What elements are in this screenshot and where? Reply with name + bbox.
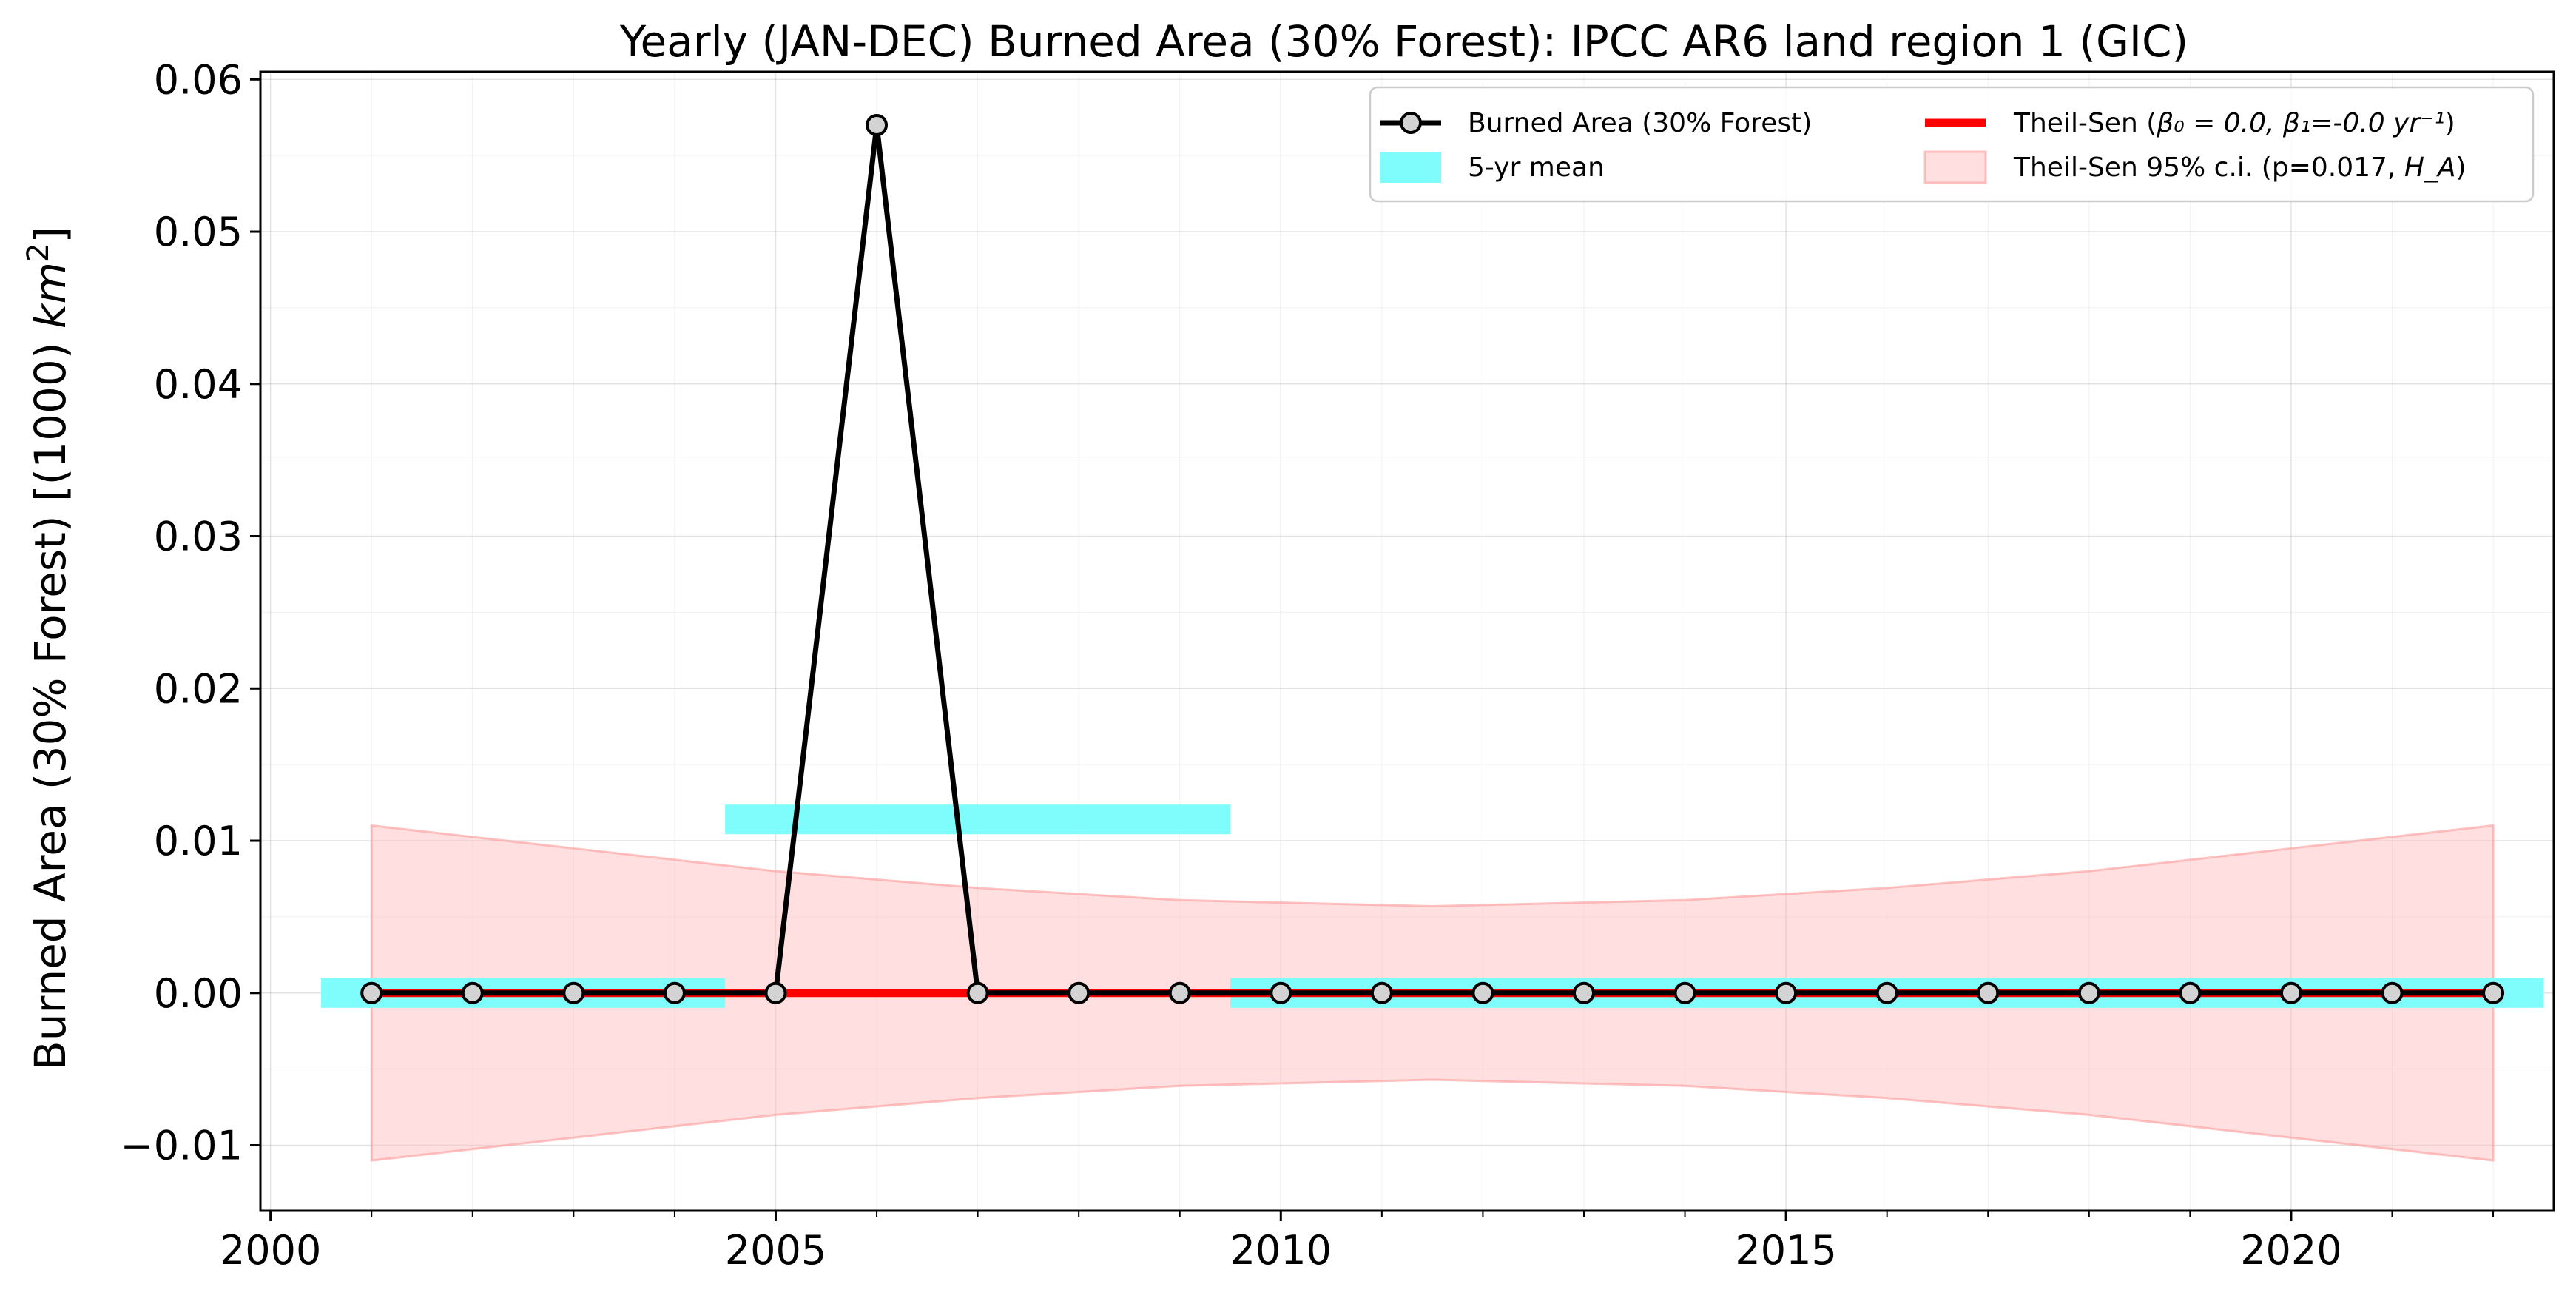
- data-point: [2381, 981, 2404, 1004]
- legend-ci-label-end: ): [2456, 152, 2467, 183]
- y-tick-label: 0.00: [154, 970, 243, 1017]
- x-tick-label: 2010: [1230, 1227, 1332, 1274]
- axes: [250, 70, 2555, 1221]
- data-point: [1270, 981, 1292, 1004]
- y-tick-label: 0.04: [154, 361, 243, 408]
- legend-ci-label-math: H_A: [2404, 152, 2456, 183]
- burned-area-series: [360, 114, 2505, 1004]
- legend-box: [1369, 86, 2535, 203]
- x-tick-label: 2015: [1735, 1227, 1836, 1274]
- x-tick-label: 2000: [220, 1227, 321, 1274]
- data-point: [1471, 981, 1494, 1004]
- legend-ci-swatch: [1923, 150, 1987, 184]
- legend-ci-label: Theil-Sen 95% c.i. (p=0.017, H_A): [2013, 152, 2467, 183]
- data-point: [1775, 981, 1798, 1004]
- y-tick-label: 0.02: [154, 665, 243, 712]
- data-point: [966, 981, 989, 1004]
- data-point: [2077, 981, 2100, 1004]
- data-point: [1068, 981, 1090, 1004]
- data-point: [1673, 981, 1696, 1004]
- data-point: [562, 981, 585, 1004]
- legend-series-label: Burned Area (30% Forest): [1468, 108, 1812, 138]
- legend-theil-label-part: Theil-Sen (: [2013, 108, 2157, 138]
- data-point: [2179, 981, 2202, 1004]
- legend-ci-label-part: Theil-Sen 95% c.i. (p=0.017,: [2013, 152, 2404, 183]
- data-point: [360, 981, 383, 1004]
- legend-mean-swatch: [1380, 152, 1441, 183]
- data-point: [1572, 981, 1595, 1004]
- data-point: [866, 114, 889, 137]
- y-tick-label: 0.03: [154, 514, 243, 560]
- y-axis-label: Burned Area (30% Forest) [(1000) km2]: [21, 226, 75, 1070]
- data-point: [2482, 981, 2505, 1004]
- y-tick-label: 0.06: [154, 56, 243, 103]
- legend-theil-label: Theil-Sen (β₀ = 0.0, β₁=-0.0 yr⁻¹): [2013, 108, 2455, 138]
- data-point: [461, 981, 484, 1004]
- y-tick-label: 0.05: [154, 209, 243, 255]
- legend-theil-label-end: ): [2445, 108, 2455, 138]
- x-tick-label: 2020: [2240, 1227, 2341, 1274]
- chart-title: Yearly (JAN-DEC) Burned Area (30% Forest…: [619, 16, 2188, 67]
- plot-frame: [259, 70, 2555, 1212]
- data-point: [1168, 981, 1191, 1004]
- y-tick-label: −0.01: [121, 1123, 243, 1169]
- data-point: [663, 981, 686, 1004]
- tick-labels: 2000 2005 2010 2015 2020 0.06 0.05 0.04 0.03 0.02…: [121, 56, 2342, 1274]
- five-year-mean-bar: [725, 804, 1231, 835]
- legend-series-marker: [1400, 112, 1422, 134]
- data-point: [764, 981, 787, 1004]
- x-tick-label: 2005: [725, 1227, 826, 1274]
- data-point: [1875, 981, 1898, 1004]
- legend-theil-label-math: β₀ = 0.0, β₁=-0.0 yr⁻¹: [2156, 108, 2444, 138]
- legend-mean-label: 5-yr mean: [1468, 152, 1605, 183]
- data-point: [2279, 981, 2302, 1004]
- data-point: [1370, 981, 1393, 1004]
- legend: Burned Area (30% Forest) 5-yr mean Theil-S…: [1369, 86, 2535, 203]
- y-tick-label: 0.01: [154, 818, 243, 864]
- series-line: [371, 124, 2494, 996]
- data-point: [1977, 981, 2000, 1004]
